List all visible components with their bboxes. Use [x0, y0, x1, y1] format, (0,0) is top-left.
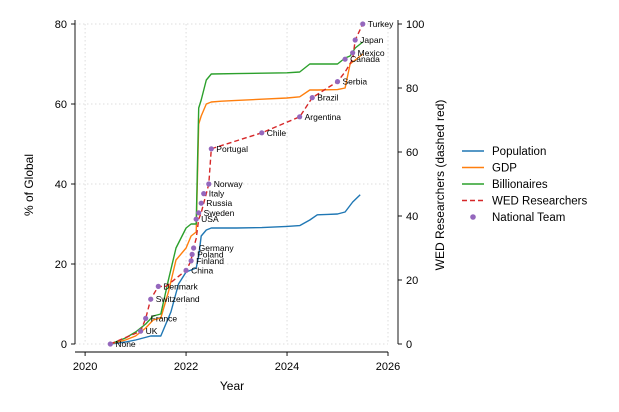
x-tick-label: 2026	[376, 361, 400, 373]
national-team-point	[183, 267, 189, 273]
national-team-point	[208, 146, 214, 152]
legend-swatch	[470, 214, 476, 220]
national-team-label: None	[115, 339, 136, 349]
national-team-label: Turkey	[368, 19, 394, 29]
y-left-tick-label: 20	[55, 259, 67, 271]
y-axis-right-title: WED Researchers (dashed red)	[433, 100, 447, 271]
legend-label: WED Researchers	[492, 196, 587, 208]
legend-label: Population	[492, 146, 546, 158]
national-team-point	[189, 251, 195, 257]
legend-label: Billionaires	[492, 179, 548, 191]
national-team-label: Canada	[350, 54, 380, 64]
series-line-billionaires	[110, 41, 364, 345]
series-line-population	[110, 194, 361, 345]
y-right-tick-label: 100	[406, 19, 424, 31]
national-team-label: Norway	[214, 179, 244, 189]
national-team-point	[148, 296, 154, 302]
y-right-tick-label: 80	[406, 83, 418, 95]
national-team-label: France	[151, 313, 178, 323]
national-team-label: China	[191, 265, 213, 275]
y-left-tick-label: 0	[61, 339, 67, 351]
national-team-label: Portugal	[216, 144, 248, 154]
national-team-points	[107, 21, 366, 347]
y-right-tick-label: 20	[406, 275, 418, 287]
national-team-point	[143, 315, 149, 321]
national-team-point	[206, 181, 212, 187]
national-team-point	[342, 56, 348, 62]
national-team-point	[196, 210, 202, 216]
national-team-point	[155, 283, 161, 289]
y-left-tick-label: 40	[55, 179, 67, 191]
national-team-label: Argentina	[305, 112, 342, 122]
national-team-label: Russia	[206, 198, 232, 208]
national-team-label: UK	[146, 326, 158, 336]
national-team-point	[191, 245, 197, 251]
national-team-label: USA	[201, 214, 219, 224]
legend-label: GDP	[492, 163, 517, 175]
x-tick-label: 2022	[174, 361, 198, 373]
national-team-label: Sweden	[204, 208, 235, 218]
national-team-point	[259, 130, 265, 136]
national-team-label: Finland	[196, 256, 224, 266]
national-team-label: Japan	[360, 35, 383, 45]
legend: Population GDP Billionaires WED Researchers…	[462, 146, 587, 224]
national-team-label: Brazil	[317, 93, 338, 103]
national-team-point	[350, 50, 356, 56]
y-left-tick-label: 80	[55, 19, 67, 31]
national-team-point	[360, 21, 366, 27]
national-team-point	[352, 37, 358, 43]
axes: 2020 2022 2024 2026 0 20 40 60 80 0 20 40 60 80 100	[55, 19, 425, 373]
national-team-label: Mexico	[358, 48, 385, 58]
national-team-point	[198, 200, 204, 206]
national-team-point	[188, 258, 194, 264]
national-team-label: Italy	[209, 189, 225, 199]
legend-label: National Team	[492, 212, 565, 224]
grid	[75, 23, 389, 345]
national-team-label: Poland	[197, 249, 224, 259]
national-team-point	[334, 79, 341, 85]
y-axis-left-title: % of Global	[22, 154, 36, 216]
x-axis-title: Year	[220, 379, 244, 393]
national-team-label: Serbia	[343, 77, 368, 87]
national-team-label: Denmark	[163, 281, 198, 291]
x-tick-label: 2020	[73, 361, 97, 373]
national-team-point	[201, 191, 207, 197]
y-right-tick-label: 60	[406, 147, 418, 159]
y-right-tick-label: 40	[406, 211, 418, 223]
national-team-label: Germany	[199, 243, 235, 253]
national-team-label: Switzerland	[156, 294, 200, 304]
national-team-point	[193, 216, 199, 222]
national-team-point	[297, 114, 303, 120]
y-left-tick-label: 60	[55, 99, 67, 111]
national-team-point	[107, 341, 113, 347]
national-team-labels: None UK France Switzerland Denmark ChinaFinla…	[115, 19, 394, 349]
national-team-point	[138, 328, 144, 334]
x-tick-label: 2024	[275, 361, 299, 373]
national-team-point	[309, 95, 315, 101]
y-right-tick-label: 0	[406, 339, 412, 351]
series-line-gdp	[110, 53, 364, 345]
national-team-label: Chile	[267, 128, 287, 138]
